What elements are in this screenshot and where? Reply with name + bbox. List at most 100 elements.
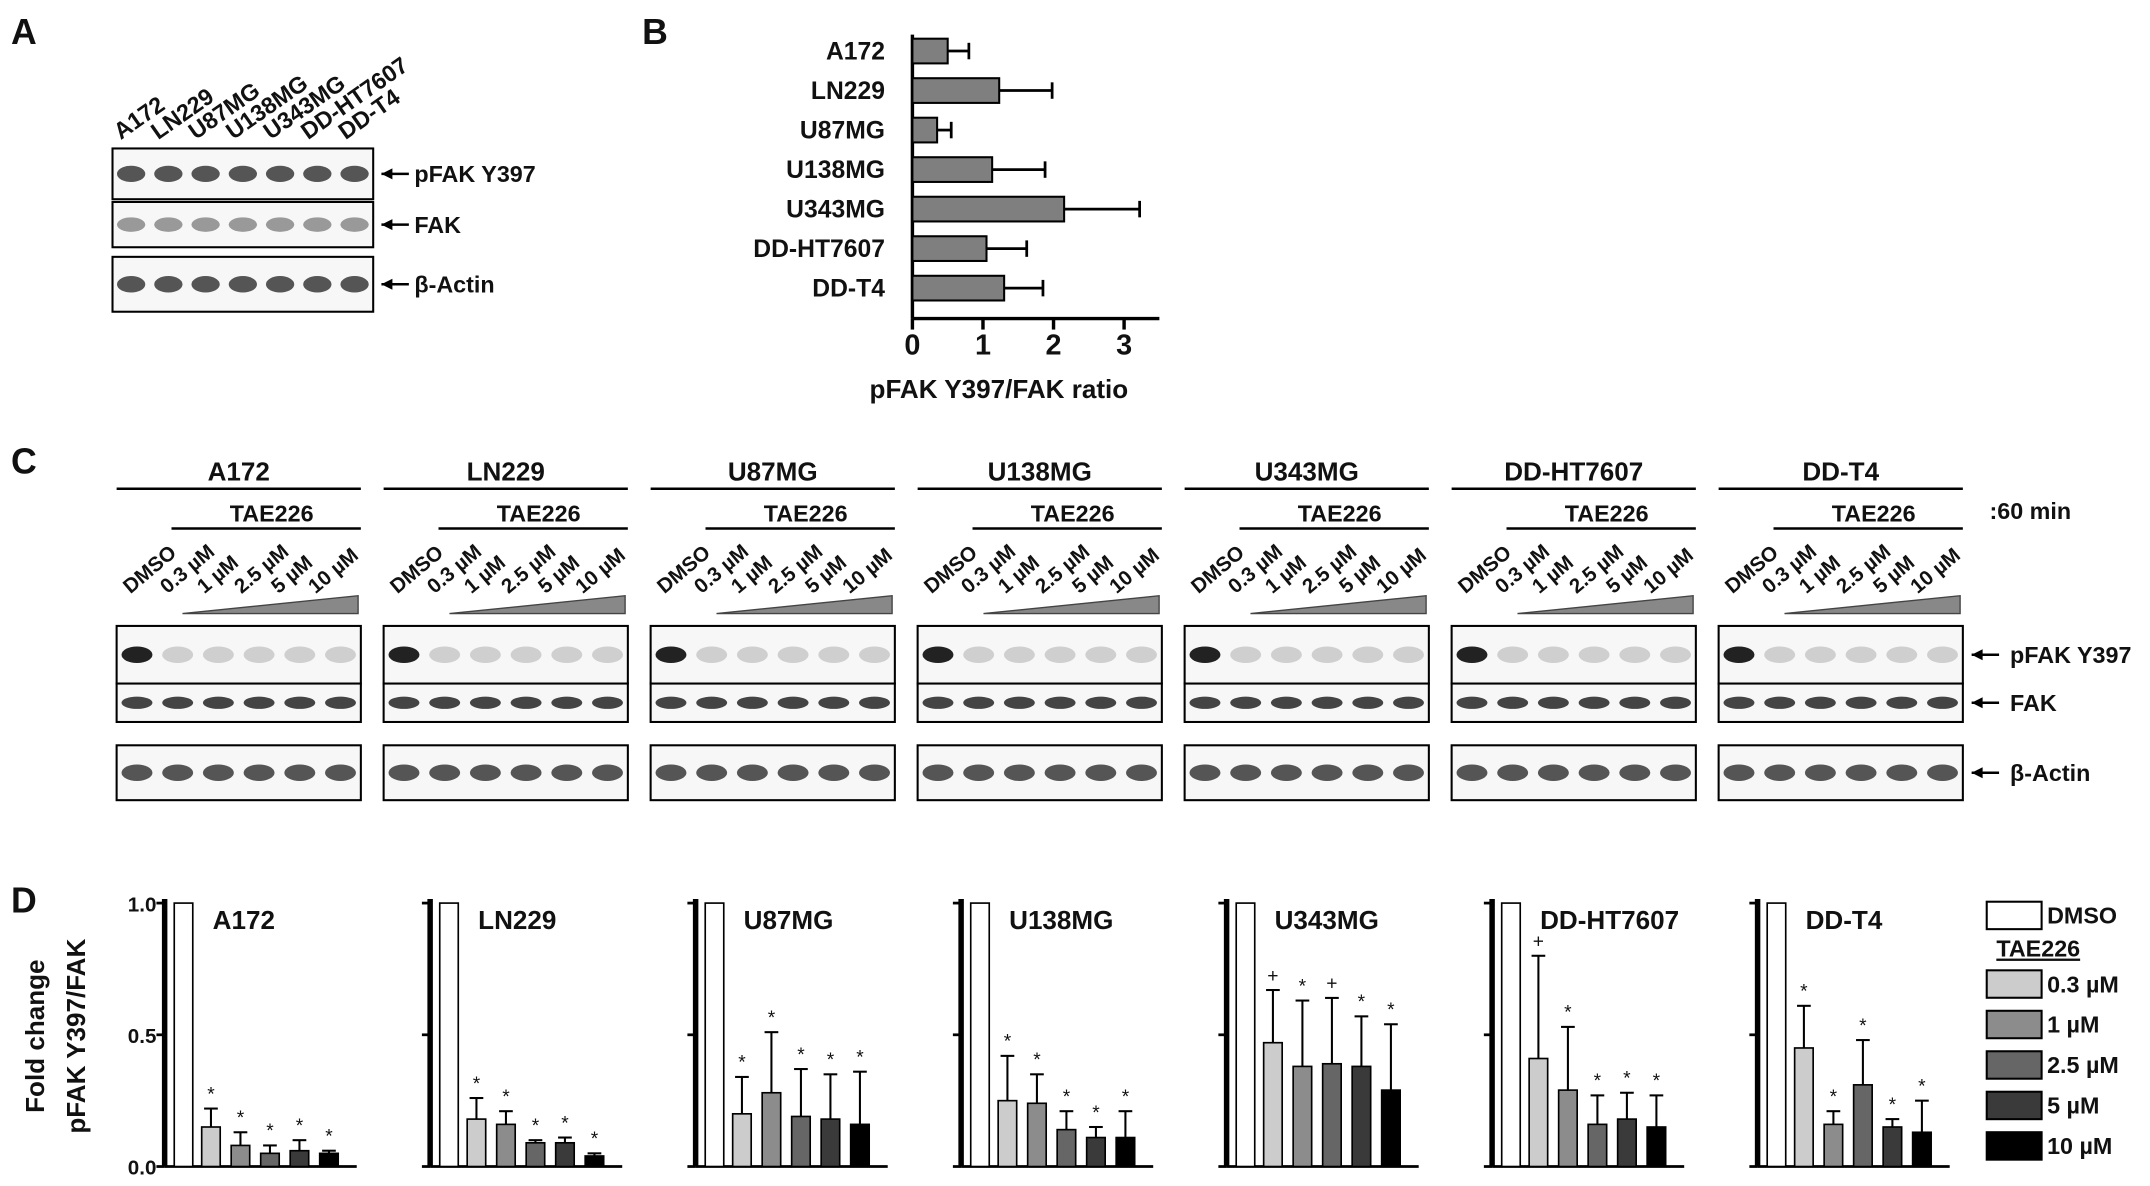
blot-band	[551, 646, 583, 663]
bar	[911, 235, 988, 262]
y-axis-label: Fold change	[20, 959, 50, 1112]
blot-band	[1927, 646, 1958, 663]
blot-box	[1183, 624, 1430, 685]
blot-band	[1497, 696, 1529, 709]
blot-band	[963, 696, 995, 709]
chart-title: U87MG	[744, 905, 834, 935]
bar	[438, 902, 460, 1168]
blot-band	[202, 764, 234, 781]
blot-band	[922, 764, 954, 781]
group-title: U87MG	[728, 456, 818, 486]
significance-mark: *	[1063, 1087, 1071, 1108]
blot-band	[1189, 696, 1221, 709]
bar	[849, 1123, 871, 1168]
blot-band	[1927, 764, 1958, 781]
blot-band	[1311, 696, 1343, 709]
blot-band	[429, 696, 461, 709]
blot-band	[736, 646, 768, 663]
dose-wedge	[449, 594, 626, 615]
bar	[820, 1118, 841, 1168]
bar	[200, 1126, 222, 1168]
significance-mark: *	[1889, 1095, 1897, 1116]
bar	[911, 37, 949, 65]
bar	[1587, 1123, 1608, 1168]
blot-box	[1717, 682, 1964, 724]
bar	[1321, 1062, 1343, 1168]
blot-band	[202, 696, 234, 709]
bar	[911, 274, 1006, 302]
blot-band	[510, 696, 542, 709]
dose-wedge	[182, 594, 359, 615]
blot-band	[1619, 646, 1651, 663]
arrow-head	[381, 219, 393, 231]
bar	[1616, 1118, 1637, 1168]
arrow-head	[1971, 697, 1983, 709]
significance-mark: *	[1594, 1071, 1602, 1092]
blot-band	[1537, 696, 1569, 709]
significance-mark: *	[266, 1121, 274, 1142]
bar	[761, 1091, 782, 1168]
blot-band	[655, 696, 687, 709]
bar	[554, 1141, 576, 1168]
blot-band	[1660, 764, 1691, 781]
significance-mark: *	[856, 1047, 864, 1068]
dose-wedge	[983, 594, 1160, 615]
bar	[731, 1113, 753, 1168]
blot-band	[1085, 764, 1117, 781]
bar	[1262, 1041, 1284, 1168]
significance-mark: *	[1004, 1032, 1012, 1053]
y-tick-label: U138MG	[786, 157, 885, 184]
bar	[969, 902, 991, 1168]
significance-mark: *	[1918, 1076, 1926, 1097]
blot-band	[1003, 646, 1035, 663]
y-tick-label: LN229	[811, 78, 885, 105]
blot-band	[1578, 696, 1610, 709]
legend-label: 1 µM	[2047, 1012, 2099, 1038]
blot-band	[1352, 696, 1384, 709]
significance-mark: *	[1387, 1000, 1395, 1021]
blot-band	[592, 764, 623, 781]
blot-band	[696, 646, 728, 663]
blot-band	[202, 646, 234, 663]
significance-mark: +	[1326, 974, 1337, 995]
legend-label: 5 µM	[2047, 1093, 2099, 1119]
bar	[1292, 1065, 1313, 1168]
time-label: :60 min	[1989, 498, 2071, 524]
blot-band	[1189, 646, 1221, 663]
legend-swatch	[1985, 900, 2043, 931]
blot-band	[1804, 696, 1836, 709]
legend-swatch	[1985, 1009, 2043, 1040]
blot-band	[1126, 646, 1157, 663]
y-tick-label: 0.0	[128, 1157, 157, 1180]
blot-box	[1450, 624, 1697, 685]
bar	[1500, 902, 1522, 1168]
bar	[1085, 1136, 1107, 1168]
blot-band	[592, 696, 623, 709]
blot-box	[1450, 682, 1697, 724]
legend-swatch	[1985, 969, 2043, 999]
blot-band	[228, 217, 258, 232]
blot-box	[1183, 682, 1430, 724]
bar	[1235, 902, 1256, 1168]
blot-band	[303, 276, 332, 293]
blot-band	[1270, 764, 1302, 781]
blot-band	[655, 646, 687, 663]
blot-box	[649, 624, 896, 685]
blot-band	[388, 696, 420, 709]
band-label: pFAK Y397	[414, 161, 535, 187]
blot-band	[859, 696, 890, 709]
blot-band	[1230, 646, 1262, 663]
y-tick-label: DD-T4	[812, 275, 885, 302]
bar	[289, 1149, 310, 1168]
blot-band	[340, 165, 369, 182]
blot-band	[1804, 646, 1836, 663]
blot-band	[1764, 696, 1796, 709]
blot-band	[243, 764, 275, 781]
blot-band	[736, 764, 768, 781]
blot-band	[922, 696, 954, 709]
blot-band	[1497, 646, 1529, 663]
significance-mark: *	[1299, 976, 1307, 997]
bar	[230, 1144, 251, 1168]
legend-swatch	[1985, 1050, 2043, 1080]
